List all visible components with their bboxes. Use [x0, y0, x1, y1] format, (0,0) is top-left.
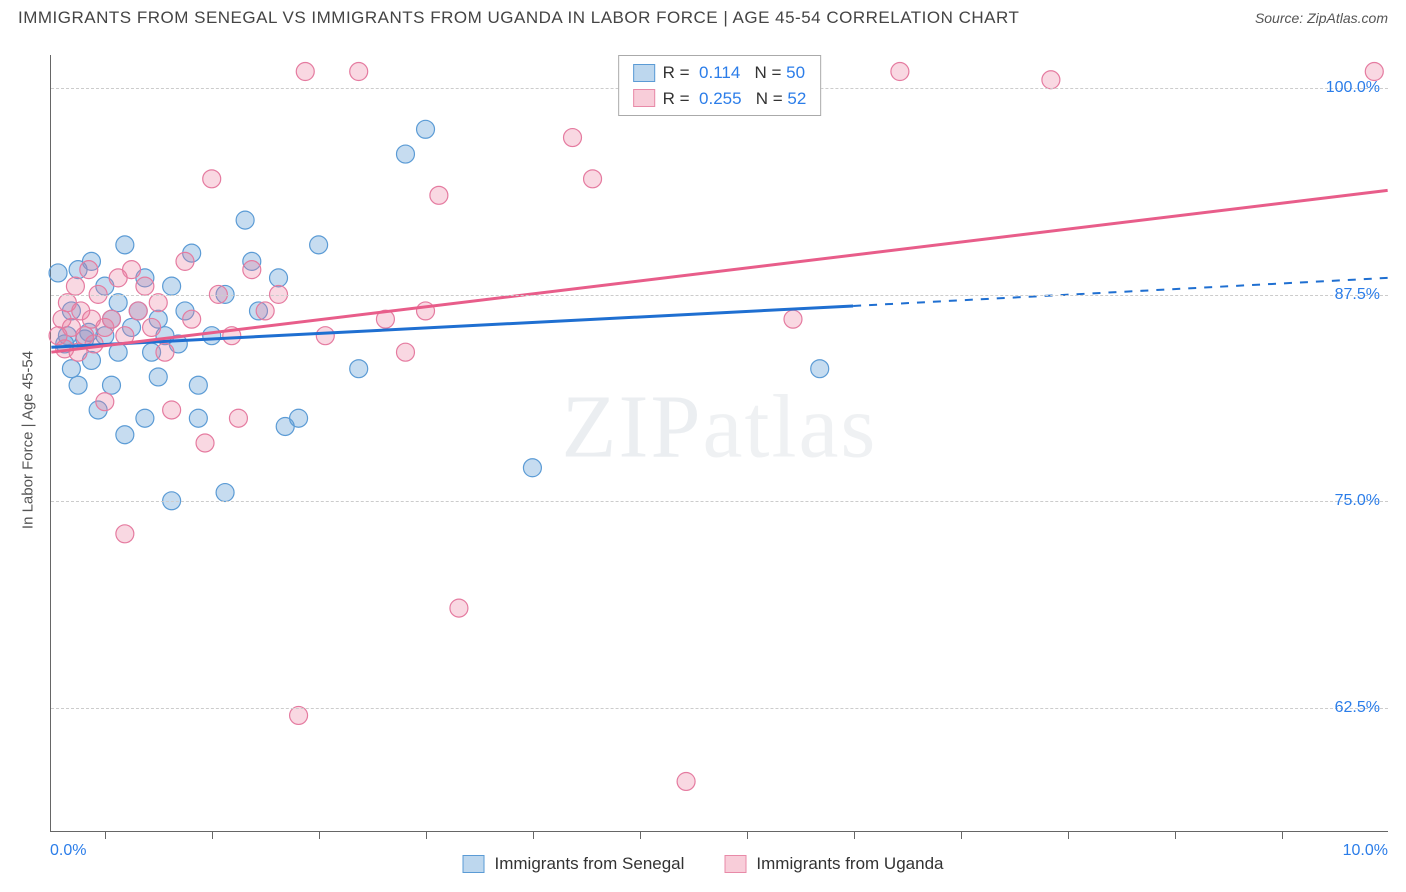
data-point [203, 170, 221, 188]
x-axis-max-label: 10.0% [1343, 842, 1388, 860]
trend-line-senegal-extrapolated [853, 278, 1388, 306]
legend-row: R = 0.114 N = 50 [633, 60, 807, 86]
data-point [149, 368, 167, 386]
legend-swatch [633, 64, 655, 82]
data-point [1042, 71, 1060, 89]
legend-item: Immigrants from Senegal [463, 854, 685, 874]
chart-title: IMMIGRANTS FROM SENEGAL VS IMMIGRANTS FR… [18, 8, 1019, 28]
data-point [66, 277, 84, 295]
data-point [1365, 63, 1383, 81]
legend-swatch [463, 855, 485, 873]
data-point [103, 310, 121, 328]
legend-r-label: R = 0.255 N = 52 [663, 86, 807, 112]
y-tick-label: 87.5% [1335, 286, 1380, 304]
x-tick [1068, 831, 1069, 839]
data-point [103, 376, 121, 394]
source-credit: Source: ZipAtlas.com [1255, 10, 1388, 26]
data-point [136, 277, 154, 295]
data-point [396, 145, 414, 163]
data-point [256, 302, 274, 320]
data-point [163, 277, 181, 295]
data-point [62, 360, 80, 378]
data-point [417, 120, 435, 138]
data-point [116, 525, 134, 543]
data-point [96, 393, 114, 411]
x-tick [212, 831, 213, 839]
data-point [183, 310, 201, 328]
x-tick [961, 831, 962, 839]
gridline [51, 501, 1388, 502]
y-axis-title: In Labor Force | Age 45-54 [20, 351, 37, 529]
data-point [156, 343, 174, 361]
data-point [189, 409, 207, 427]
x-tick [105, 831, 106, 839]
data-point [236, 211, 254, 229]
chart-plot-area: ZIPatlas R = 0.114 N = 50R = 0.255 N = 5… [50, 55, 1388, 832]
data-point [350, 360, 368, 378]
y-tick-label: 62.5% [1335, 699, 1380, 717]
scatter-plot-svg [51, 55, 1388, 831]
data-point [196, 434, 214, 452]
data-point [123, 261, 141, 279]
data-point [136, 409, 154, 427]
data-point [316, 327, 334, 345]
data-point [229, 409, 247, 427]
x-tick [854, 831, 855, 839]
data-point [396, 343, 414, 361]
data-point [176, 252, 194, 270]
series-legend: Immigrants from Senegal Immigrants from U… [463, 854, 944, 874]
x-tick [319, 831, 320, 839]
x-tick [640, 831, 641, 839]
y-tick-label: 75.0% [1335, 492, 1380, 510]
data-point [523, 459, 541, 477]
data-point [811, 360, 829, 378]
data-point [189, 376, 207, 394]
data-point [143, 318, 161, 336]
x-tick [533, 831, 534, 839]
data-point [677, 772, 695, 790]
legend-label: Immigrants from Senegal [495, 854, 685, 874]
data-point [564, 129, 582, 147]
legend-swatch [724, 855, 746, 873]
data-point [296, 63, 314, 81]
x-tick [1282, 831, 1283, 839]
legend-row: R = 0.255 N = 52 [633, 86, 807, 112]
trend-line-senegal [51, 306, 853, 347]
data-point [270, 269, 288, 287]
x-axis-min-label: 0.0% [50, 842, 86, 860]
gridline [51, 708, 1388, 709]
data-point [584, 170, 602, 188]
y-tick-label: 100.0% [1326, 79, 1380, 97]
data-point [109, 294, 127, 312]
data-point [310, 236, 328, 254]
x-tick [426, 831, 427, 839]
data-point [216, 484, 234, 502]
legend-label: Immigrants from Uganda [756, 854, 943, 874]
x-tick [1175, 831, 1176, 839]
gridline [51, 295, 1388, 296]
data-point [450, 599, 468, 617]
data-point [290, 409, 308, 427]
legend-r-label: R = 0.114 N = 50 [663, 60, 805, 86]
data-point [350, 63, 368, 81]
data-point [49, 264, 67, 282]
data-point [80, 261, 98, 279]
legend-item: Immigrants from Uganda [724, 854, 943, 874]
legend-swatch [633, 89, 655, 107]
data-point [163, 401, 181, 419]
data-point [290, 706, 308, 724]
x-tick [747, 831, 748, 839]
correlation-legend: R = 0.114 N = 50R = 0.255 N = 52 [618, 55, 822, 116]
data-point [203, 327, 221, 345]
data-point [784, 310, 802, 328]
data-point [116, 236, 134, 254]
data-point [891, 63, 909, 81]
data-point [69, 376, 87, 394]
data-point [149, 294, 167, 312]
data-point [430, 186, 448, 204]
data-point [129, 302, 147, 320]
data-point [243, 261, 261, 279]
data-point [116, 426, 134, 444]
